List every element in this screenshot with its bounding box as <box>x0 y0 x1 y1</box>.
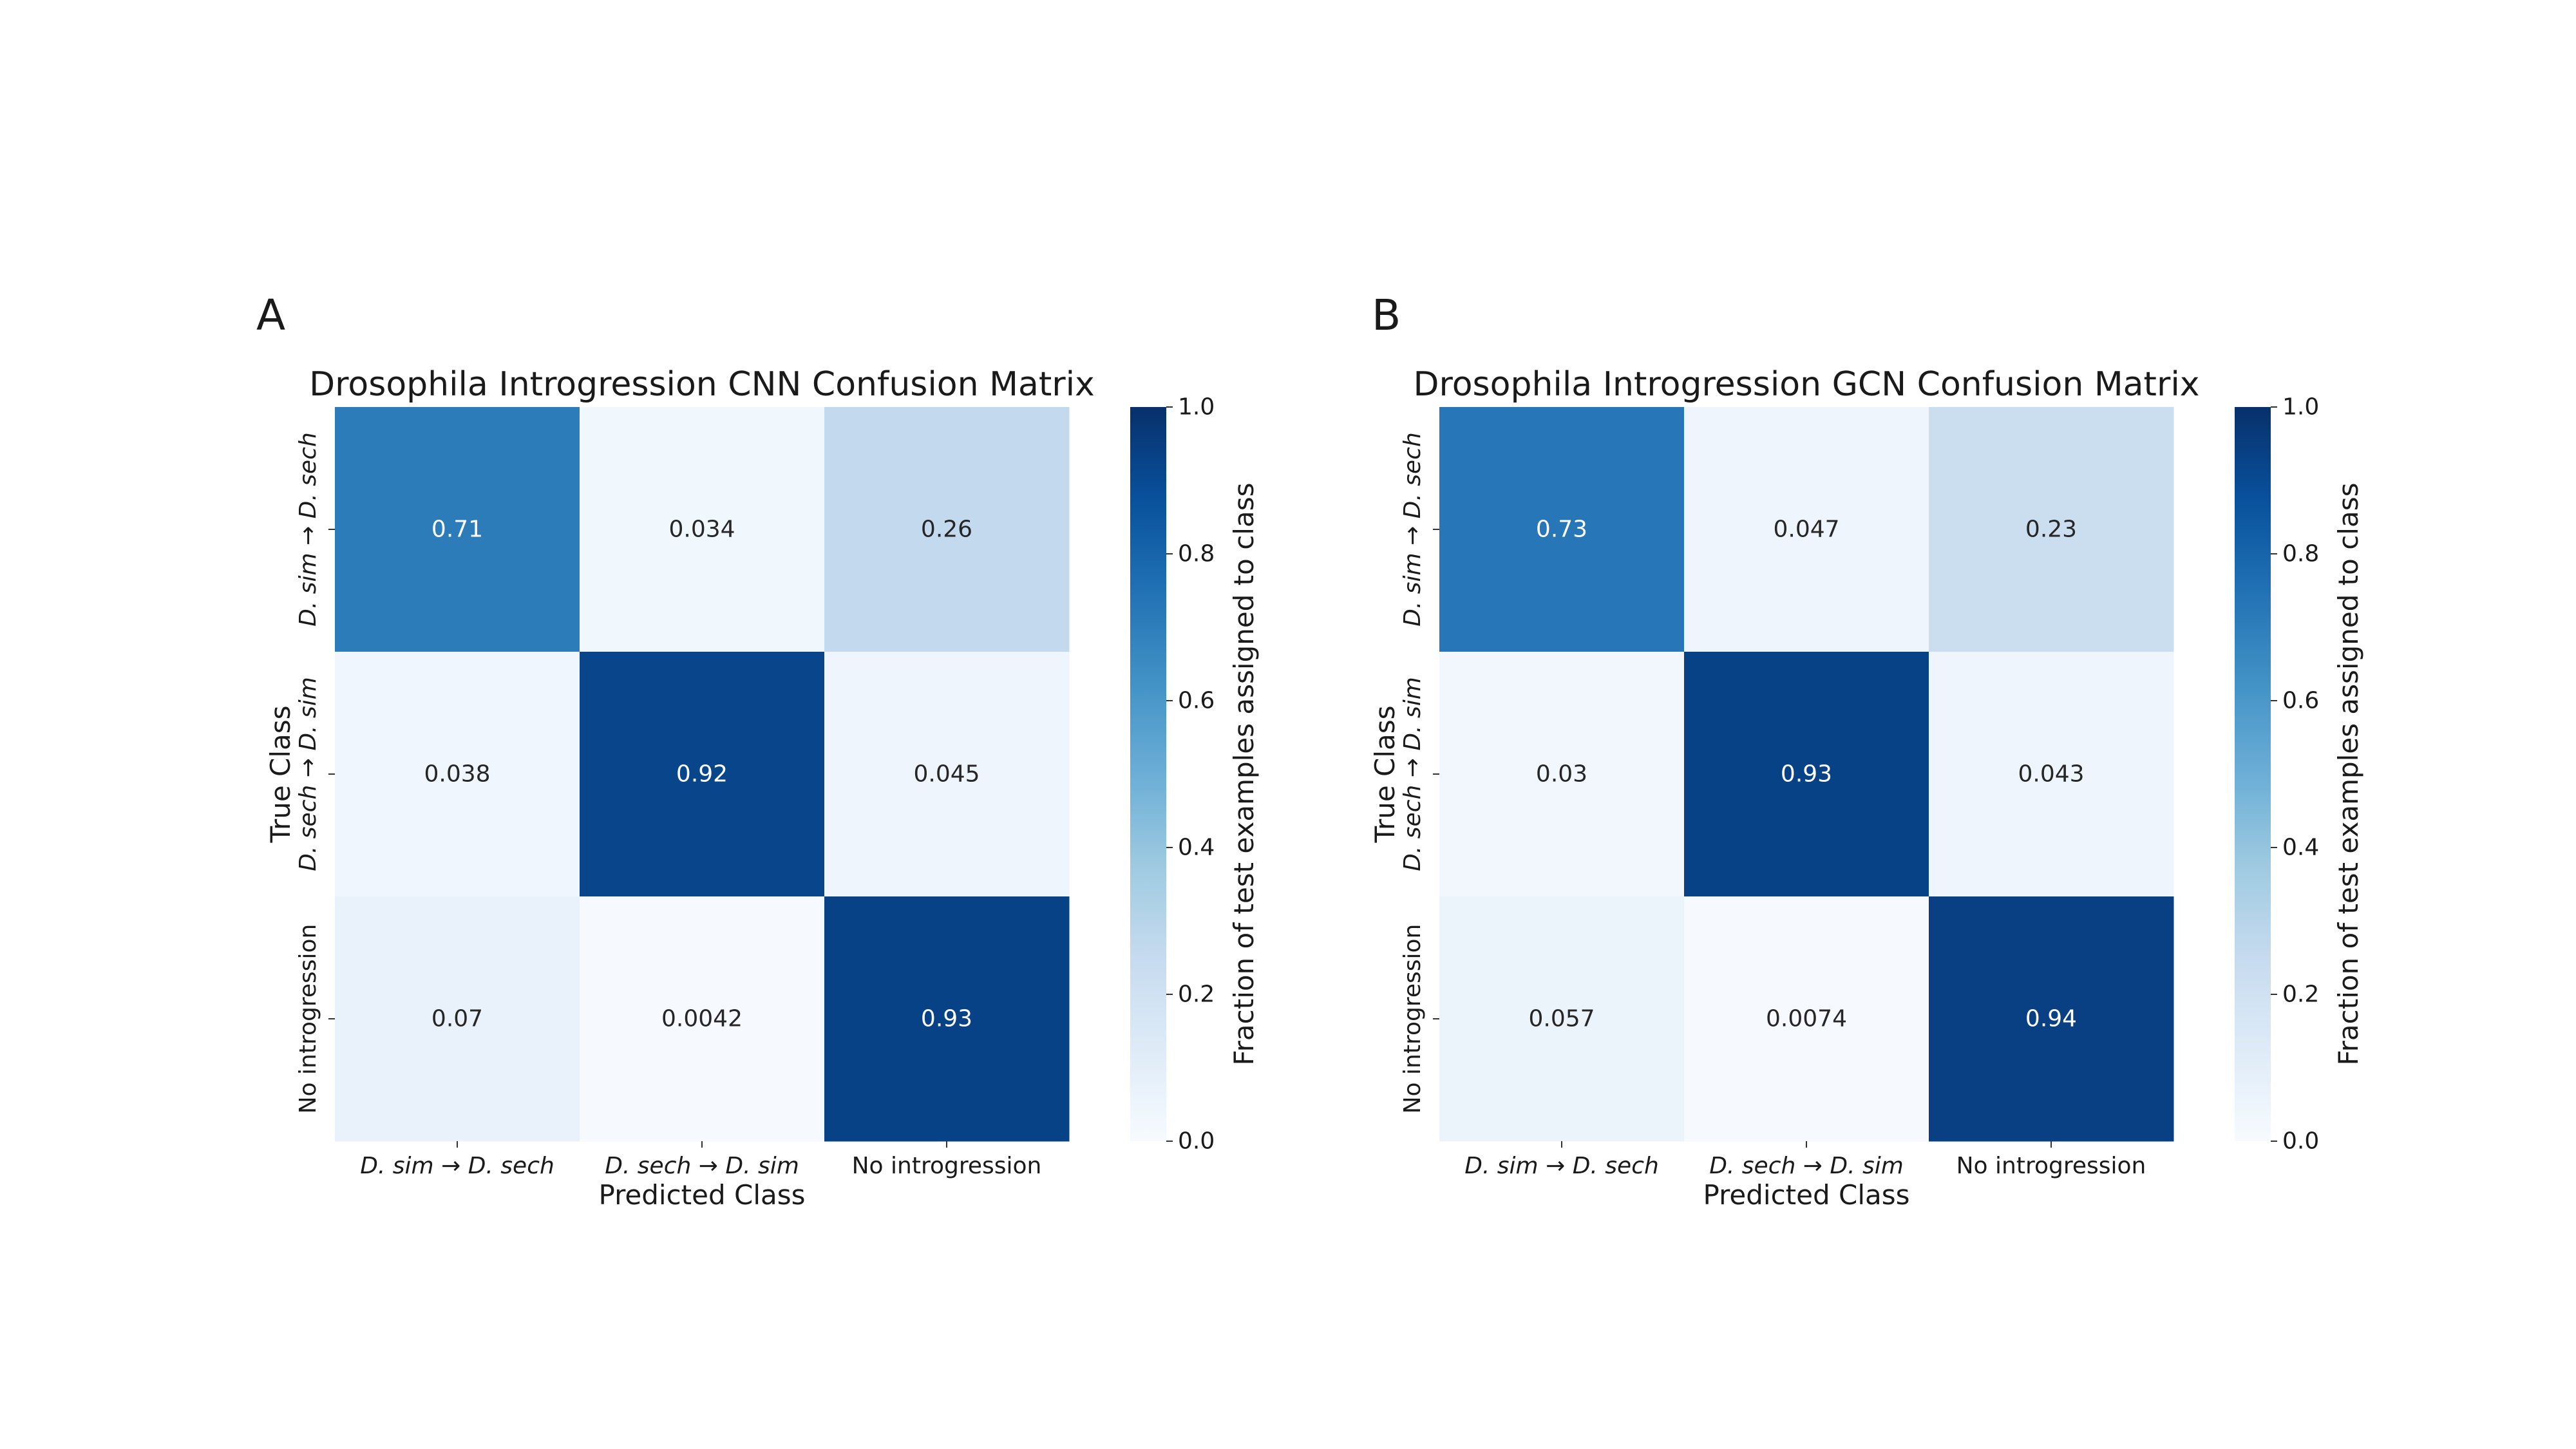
panel-letter: B <box>1372 290 1401 340</box>
chart-title: Drosophila Introgression GCN Confusion M… <box>1413 365 2199 404</box>
panel-letter: A <box>256 290 285 340</box>
x-tick-label: No introgression <box>1956 1153 2146 1179</box>
colorbar-tick-label: 0.2 <box>1178 981 1215 1008</box>
cell-value-label: 0.03 <box>1536 761 1587 788</box>
heatmap-cell <box>1929 652 2174 897</box>
colorbar-tick-label: 1.0 <box>1178 394 1215 421</box>
heatmap-cell <box>1929 896 2174 1142</box>
colorbar-tick-label: 0.8 <box>2282 541 2319 567</box>
x-axis-label: Predicted Class <box>1703 1179 1909 1211</box>
colorbar-tick-label: 0.4 <box>1178 835 1215 861</box>
colorbar-tick-label: 0.6 <box>1178 688 1215 714</box>
cell-value-label: 0.73 <box>1536 516 1587 543</box>
colorbar-label: Fraction of test examples assigned to cl… <box>2333 483 2364 1066</box>
cell-value-label: 0.07 <box>431 1006 483 1032</box>
cell-value-label: 0.0074 <box>1766 1006 1847 1032</box>
heatmap-cell <box>1684 896 1929 1142</box>
cell-value-label: 0.71 <box>431 516 483 543</box>
heatmap-cell <box>824 407 1070 652</box>
chart-title: Drosophila Introgression CNN Confusion M… <box>309 365 1095 404</box>
y-tick-label: D. sim → D. sech <box>295 432 321 627</box>
colorbar-tick-label: 0.0 <box>1178 1128 1215 1155</box>
y-tick-label: D. sech → D. sim <box>295 677 321 871</box>
heatmap-cell <box>824 896 1070 1142</box>
heatmap-cell <box>580 652 825 897</box>
colorbar <box>1130 407 1166 1141</box>
cell-value-label: 0.94 <box>2025 1006 2077 1032</box>
heatmap-cell <box>335 652 580 897</box>
panel-a: A Drosophila Introgression CNN Confusion … <box>256 290 1260 1211</box>
colorbar-label: Fraction of test examples assigned to cl… <box>1228 483 1260 1066</box>
cell-value-label: 0.0042 <box>661 1006 743 1032</box>
x-tick-label: D. sech → D. sim <box>605 1153 799 1179</box>
cell-value-label: 0.047 <box>1773 516 1839 543</box>
cell-value-label: 0.034 <box>668 516 735 543</box>
heatmap-cell <box>580 407 825 652</box>
heatmap-cell <box>580 896 825 1142</box>
colorbar-tick-label: 0.4 <box>2282 835 2319 861</box>
x-tick-label: D. sim → D. sech <box>1464 1153 1659 1179</box>
colorbar-tick-label: 0.0 <box>2282 1128 2319 1155</box>
cell-value-label: 0.93 <box>1781 761 1832 788</box>
y-tick-label: D. sech → D. sim <box>1399 677 1426 871</box>
y-axis-label: True Class <box>265 705 296 843</box>
colorbar-tick-label: 0.8 <box>1178 541 1215 567</box>
y-axis-label: True Class <box>1369 705 1401 843</box>
heatmap-cell <box>1929 407 2174 652</box>
x-tick-label: D. sech → D. sim <box>1709 1153 1904 1179</box>
x-tick-label: D. sim → D. sech <box>360 1153 554 1179</box>
heatmap-cell <box>1684 407 1929 652</box>
y-tick-label: D. sim → D. sech <box>1399 432 1426 627</box>
cell-value-label: 0.93 <box>921 1006 972 1032</box>
heatmap-cell <box>335 896 580 1142</box>
cell-value-label: 0.23 <box>2025 516 2077 543</box>
x-tick-label: No introgression <box>852 1153 1042 1179</box>
y-tick-label: No introgression <box>1399 924 1426 1114</box>
colorbar-tick-label: 0.2 <box>2282 981 2319 1008</box>
heatmap-cell <box>824 652 1070 897</box>
cell-value-label: 0.038 <box>424 761 490 788</box>
y-tick-label: No introgression <box>295 924 321 1114</box>
heatmap-cell <box>335 407 580 652</box>
cell-value-label: 0.057 <box>1528 1006 1595 1032</box>
cell-value-label: 0.92 <box>676 761 728 788</box>
colorbar-tick-label: 1.0 <box>2282 394 2319 421</box>
x-axis-label: Predicted Class <box>598 1179 805 1211</box>
heatmap-cell <box>1439 896 1685 1142</box>
colorbar <box>2235 407 2271 1141</box>
heatmap-cell <box>1439 407 1685 652</box>
colorbar-tick-label: 0.6 <box>2282 688 2319 714</box>
heatmap-cell <box>1684 652 1929 897</box>
cell-value-label: 0.045 <box>913 761 980 788</box>
heatmap-cell <box>1439 652 1685 897</box>
cell-value-label: 0.043 <box>2018 761 2084 788</box>
cell-value-label: 0.26 <box>921 516 972 543</box>
panel-b: B Drosophila Introgression GCN Confusion … <box>1369 290 2364 1211</box>
